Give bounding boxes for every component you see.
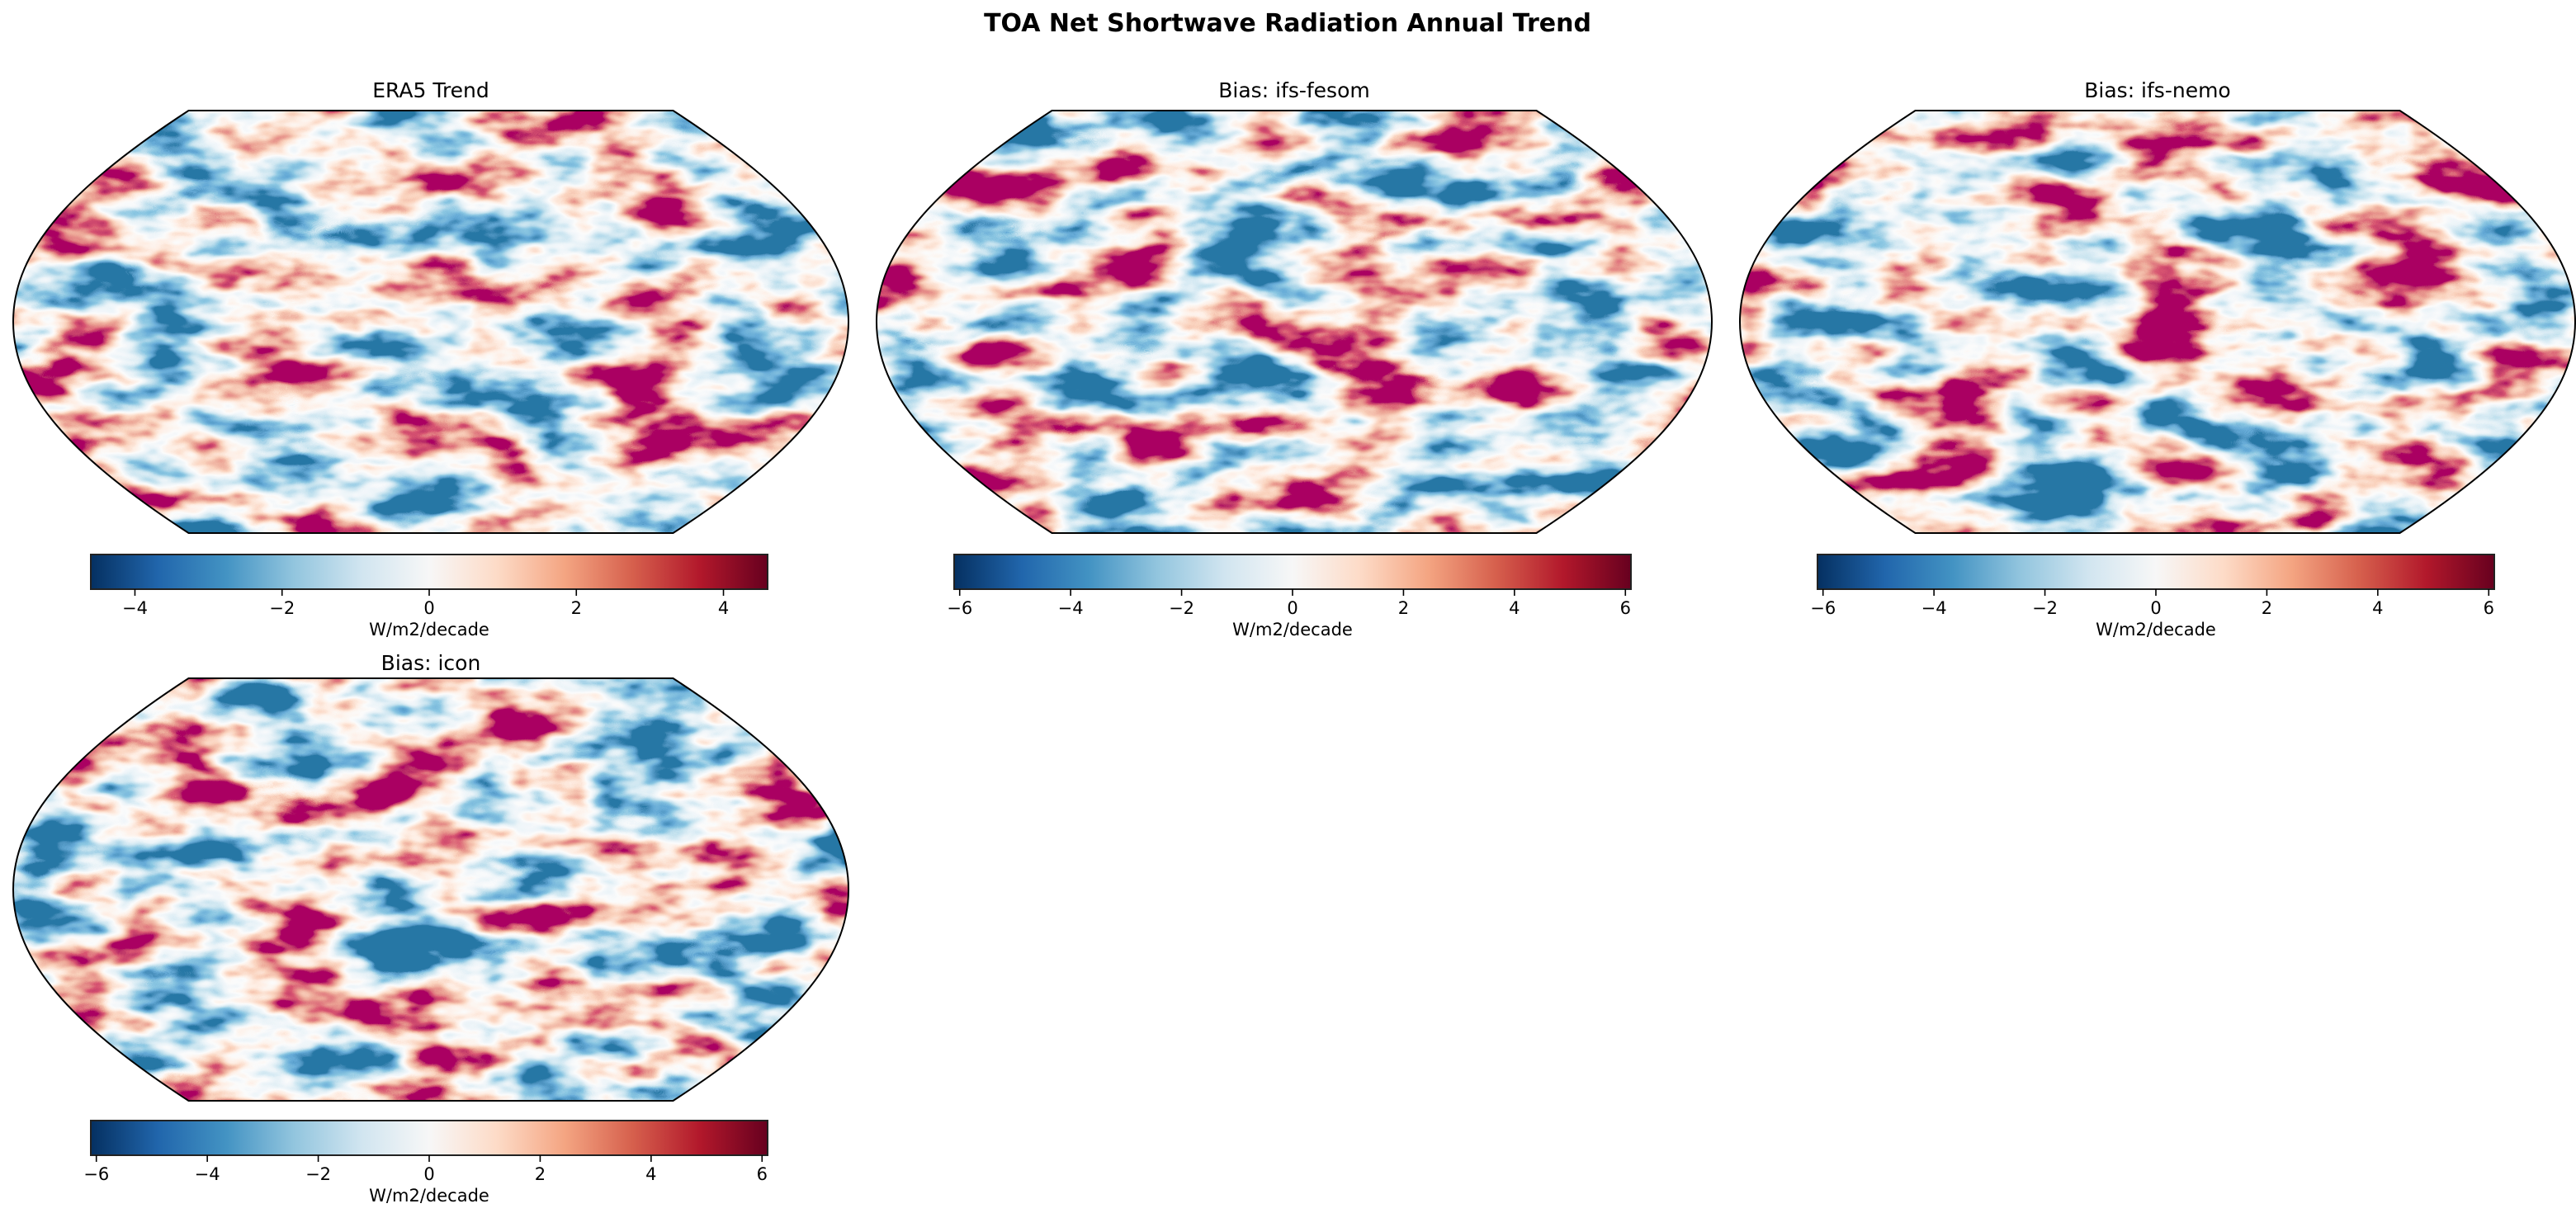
colorbar-gradient [1817,554,2495,590]
colorbar-gradient [90,554,768,590]
colorbar: −4 −2 0 2 4 W/m2/decade [90,554,768,640]
colorbar-tick-label: 0 [423,598,434,618]
colorbar-label: W/m2/decade [1232,620,1353,640]
colorbar-tick-label: −2 [1169,598,1194,618]
colorbar-gradient [90,1120,768,1156]
map-boundary [875,110,1713,534]
colorbar-tick-label: −6 [947,598,972,618]
colorbar-tick-label: −2 [269,598,295,618]
map-boundary [12,677,850,1102]
colorbar-tick-label: −6 [1810,598,1836,618]
trend-field [877,111,1712,533]
colorbar-gradient [953,554,1632,590]
map-panel-2: Bias: ifs-fesom −6 −4 −2 0 2 4 6 W/m2/decade [875,78,1713,640]
colorbar-tick-label: 6 [2484,598,2494,618]
colorbar-tick-label: 2 [2262,598,2272,618]
colorbar-tick-label: −2 [305,1164,331,1184]
map-boundary [12,110,850,534]
panel-title: Bias: ifs-fesom [1218,78,1369,102]
colorbar-tick-label: 0 [1287,598,1297,618]
colorbar-label: W/m2/decade [369,620,489,640]
colorbar: −6 −4 −2 0 2 4 6 W/m2/decade [83,1120,768,1206]
colorbar-tick-label: 2 [1398,598,1409,618]
map-panel-3: Bias: ifs-nemo −6 −4 −2 0 2 4 6 W/m2/decade [1738,78,2576,640]
colorbar: −6 −4 −2 0 2 4 6 W/m2/decade [1810,554,2495,640]
colorbar-tick-label: 0 [2150,598,2161,618]
colorbar-tick-label: 2 [571,598,582,618]
panel-title: Bias: icon [381,651,481,675]
colorbar-tick-label: 2 [535,1164,546,1184]
figure-title: TOA Net Shortwave Radiation Annual Trend [984,9,1591,38]
colorbar-tick-label: 4 [645,1164,656,1184]
map-panel-1: ERA5 Trend −4 −2 0 2 4 W/m2/decade [12,78,850,640]
map-boundary [1738,110,2576,534]
map-panel-4: Bias: icon −6 −4 −2 0 2 4 6 W/m2/decade [12,651,850,1206]
colorbar-label: W/m2/decade [369,1186,489,1206]
colorbar-tick-label: −6 [83,1164,109,1184]
colorbar-label: W/m2/decade [2096,620,2216,640]
panel-title: Bias: ifs-nemo [2084,78,2230,102]
colorbar-tick-label: −4 [195,1164,220,1184]
colorbar-tick-label: −2 [2032,598,2058,618]
colorbar-tick-label: 4 [2372,598,2383,618]
trend-field [13,111,848,533]
panel-title: ERA5 Trend [372,78,489,102]
colorbar-tick-label: −4 [1921,598,1947,618]
colorbar-tick-label: −4 [122,598,148,618]
colorbar-tick-label: 6 [757,1164,768,1184]
colorbar-tick-label: 4 [1509,598,1520,618]
colorbar: −6 −4 −2 0 2 4 6 W/m2/decade [947,554,1632,640]
trend-field [13,678,848,1101]
trend-field [1740,111,2575,533]
colorbar-tick-label: 6 [1620,598,1631,618]
colorbar-tick-label: 4 [718,598,729,618]
colorbar-tick-label: −4 [1058,598,1084,618]
colorbar-tick-label: 0 [423,1164,434,1184]
